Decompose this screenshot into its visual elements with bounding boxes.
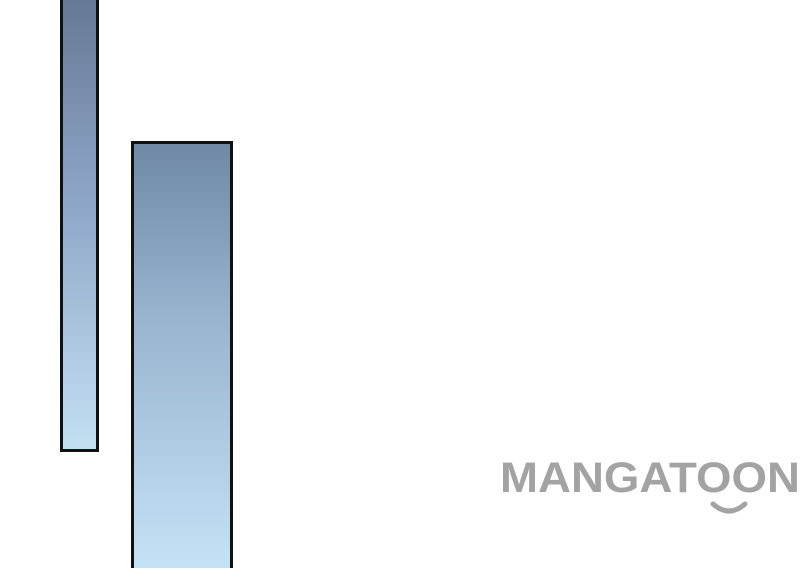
watermark-text: MANGATOON: [500, 454, 800, 502]
right-sky-panel: [131, 141, 233, 568]
mangatoon-logo: MANGATOON: [500, 454, 800, 514]
left-sky-panel: [60, 0, 99, 452]
smile-icon: [710, 501, 748, 514]
mangatoon-watermark: MANGATOON: [500, 452, 800, 522]
